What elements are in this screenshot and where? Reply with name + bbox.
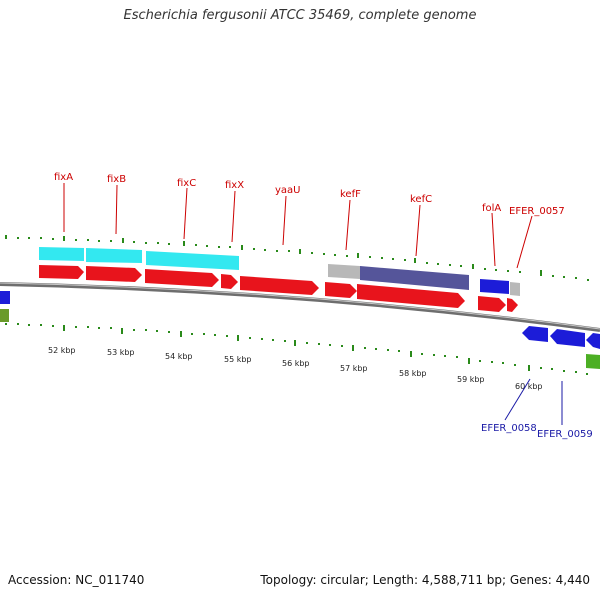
reverse-gene-row [522,326,600,369]
accession-text: Accession: NC_011740 [8,573,145,587]
gene-kefC-cds[interactable] [360,266,469,290]
gene-folA-arrow[interactable] [478,296,506,312]
gene-partial-blue-right[interactable] [586,333,600,349]
kbp-label: 52 kbp [48,346,76,355]
gene-EFER_0057-cds[interactable] [510,282,520,296]
gene-fixB-arrow[interactable] [86,266,142,282]
bottom-label-leaders [504,378,563,425]
genome-summary-text: Topology: circular; Length: 4,588,711 bp… [260,573,590,587]
lower-tick-track [5,323,588,375]
gene-EFER_0057-arrow[interactable] [507,298,518,312]
kbp-label: 58 kbp [399,369,427,378]
genome-backbone [0,282,600,332]
top-gene-labels: fixA fixB fixC fixX yaaU kefF kefC folA … [54,172,565,217]
kbp-label: 60 kbp [515,382,543,391]
gene-label-yaaU[interactable]: yaaU [275,185,301,196]
upper-tick-track [5,235,589,281]
kbp-label: 54 kbp [165,352,193,361]
gene-folA-cds[interactable] [480,279,509,294]
gene-EFER_0058-arrow[interactable] [522,326,548,342]
gene-kefF-cds[interactable] [328,264,360,279]
gene-label-EFER_0057[interactable]: EFER_0057 [509,206,565,217]
gene-fixC-cds[interactable] [146,251,239,270]
gene-fixA-cds[interactable] [39,247,84,261]
gene-fixX-arrow[interactable] [221,274,238,289]
gene-label-kefC[interactable]: kefC [410,194,432,205]
top-label-leaders [63,183,533,269]
gene-label-fixB[interactable]: fixB [107,174,126,185]
kbp-label: 59 kbp [457,375,485,384]
gene-partial-green-right[interactable] [586,354,600,369]
gene-fixA-arrow[interactable] [39,265,84,279]
kbp-label: 56 kbp [282,359,310,368]
gene-fixC-arrow[interactable] [145,269,219,287]
kbp-scale-labels: 52 kbp 53 kbp 54 kbp 55 kbp 56 kbp 57 kb… [48,346,543,391]
gene-label-kefF[interactable]: kefF [340,189,361,200]
gene-label-fixA[interactable]: fixA [54,172,73,183]
kbp-label: 57 kbp [340,364,368,373]
partial-olive-gene-left[interactable] [0,309,9,322]
gene-EFER_0059-arrow[interactable] [550,329,585,347]
forward-gene-row [39,247,520,312]
gene-label-fixC[interactable]: fixC [177,178,196,189]
gene-yaaU-arrow[interactable] [240,276,319,295]
gene-kefF-arrow[interactable] [325,282,357,298]
map-title: Escherichia fergusonii ATCC 35469, compl… [123,8,477,23]
kbp-label: 55 kbp [224,355,252,364]
partial-blue-gene-left[interactable] [0,291,10,304]
gene-kefC-arrow[interactable] [357,284,465,308]
gene-label-folA[interactable]: folA [482,203,501,214]
gene-fixB-cds[interactable] [86,248,142,263]
kbp-label: 53 kbp [107,348,135,357]
gene-label-EFER_0059[interactable]: EFER_0059 [537,429,593,440]
gene-label-fixX[interactable]: fixX [225,180,244,191]
bottom-gene-labels: EFER_0058 EFER_0059 [481,423,593,440]
gene-label-EFER_0058[interactable]: EFER_0058 [481,423,537,434]
